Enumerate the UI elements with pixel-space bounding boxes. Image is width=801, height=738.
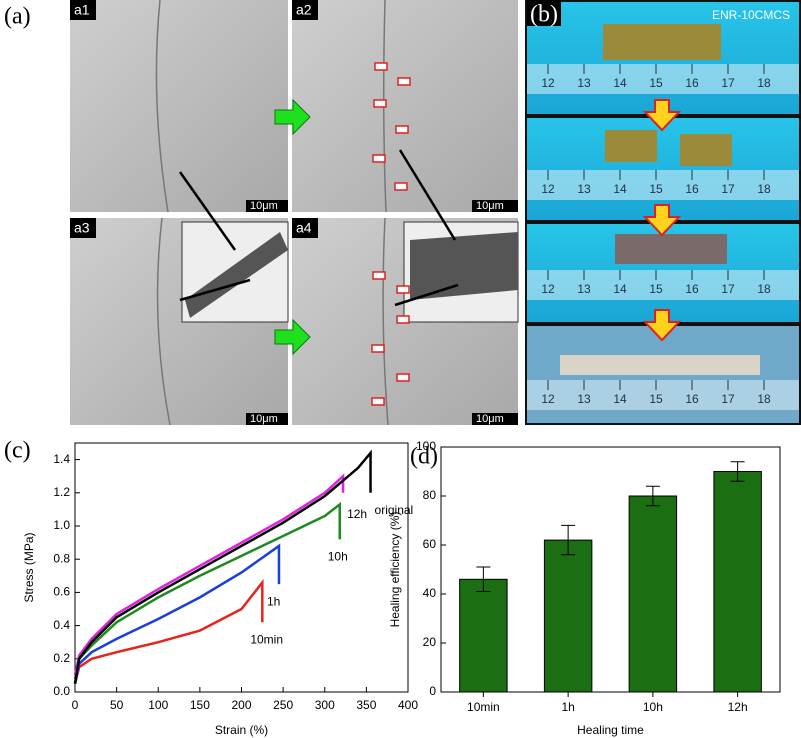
sample (560, 355, 760, 375)
ruler-label: 15 (649, 282, 663, 296)
ruler-label: 15 (649, 182, 663, 196)
inset-sample (410, 232, 518, 300)
ruler-label: 13 (577, 76, 591, 90)
y-axis-title: Stress (MPa) (22, 532, 36, 602)
y-tick-label: 0.6 (53, 585, 70, 599)
ruler-label: 12 (541, 182, 555, 196)
bar (544, 540, 591, 692)
series-label: 10min (250, 632, 283, 646)
scale-bar: 10μm (476, 413, 504, 425)
sample (603, 24, 721, 60)
x-tick-label: 10h (643, 700, 663, 714)
ruler-label: 14 (613, 392, 627, 406)
x-tick-label: 0 (72, 698, 79, 712)
ruler-label: 18 (757, 76, 771, 90)
ruler-label: 15 (649, 392, 663, 406)
x-tick-label: 1h (561, 700, 574, 714)
y-tick-label: 100 (416, 439, 436, 453)
x-axis-title: Strain (%) (215, 723, 268, 737)
x-tick-label: 200 (231, 698, 251, 712)
sub-label: a4 (296, 220, 312, 236)
bar (714, 472, 761, 693)
y-tick-label: 1.4 (53, 452, 70, 466)
ruler-label: 18 (757, 182, 771, 196)
series-label: 1h (267, 594, 280, 608)
ruler-label: 16 (685, 182, 699, 196)
sub-label: a2 (296, 2, 312, 18)
ruler-label: 14 (613, 76, 627, 90)
y-tick-label: 60 (423, 537, 437, 551)
ruler-label: 15 (649, 76, 663, 90)
x-tick-label: 350 (356, 698, 376, 712)
sample (605, 130, 657, 162)
ruler-label: 12 (541, 282, 555, 296)
panel-b: ENR-10CMCS (525, 0, 801, 425)
ruler-label: 17 (721, 282, 735, 296)
x-tick-label: 150 (190, 698, 210, 712)
ruler-label: 18 (757, 392, 771, 406)
y-tick-label: 1.2 (53, 485, 70, 499)
series-label: 12h (347, 507, 367, 521)
series-label: 10h (328, 549, 348, 563)
sub-label: a1 (74, 2, 90, 18)
y-tick-label: 0.8 (53, 551, 70, 565)
x-axis-title: Healing time (577, 723, 644, 737)
x-tick-label: 400 (398, 698, 418, 712)
micrograph (70, 0, 288, 212)
ruler-label: 13 (577, 182, 591, 196)
sample (680, 134, 732, 166)
sub-label: a3 (74, 220, 90, 236)
y-tick-label: 80 (423, 488, 437, 502)
y-tick-label: 0.0 (53, 684, 70, 698)
scale-bar: 10μm (250, 413, 278, 425)
scale-bar: 10μm (476, 200, 504, 212)
series-line (75, 453, 371, 684)
ruler-label: 12 (541, 76, 555, 90)
series-line (75, 582, 262, 683)
plot-frame (75, 443, 408, 692)
bar (629, 496, 676, 692)
figure: a1 a2 a3 a4 10μm 10μm 10μm 10μm ENR-10CM… (0, 0, 801, 738)
x-tick-label: 250 (273, 698, 293, 712)
series-line (75, 476, 343, 675)
ruler-label: 18 (757, 282, 771, 296)
ruler-label: 17 (721, 392, 735, 406)
series-line (75, 546, 279, 684)
sample (615, 234, 727, 264)
ruler-label: 17 (721, 76, 735, 90)
ruler-label: 13 (577, 392, 591, 406)
panel-label: (a) (4, 4, 31, 30)
y-tick-label: 0.2 (53, 651, 70, 665)
x-tick-label: 300 (315, 698, 335, 712)
x-tick-label: 12h (728, 700, 748, 714)
x-tick-label: 10min (467, 700, 500, 714)
x-tick-label: 50 (110, 698, 124, 712)
ruler-label: 16 (685, 392, 699, 406)
ruler-label: 14 (613, 182, 627, 196)
panel-label: (c) (4, 438, 31, 464)
y-tick-label: 1.0 (53, 518, 70, 532)
y-tick-label: 0 (429, 684, 436, 698)
panel-label: (b) (530, 2, 558, 28)
ruler-label: 16 (685, 282, 699, 296)
ruler-label: 12 (541, 392, 555, 406)
x-tick-label: 100 (148, 698, 168, 712)
bar (460, 579, 507, 692)
sample-name: ENR-10CMCS (712, 8, 790, 22)
y-tick-label: 0.4 (53, 618, 70, 632)
y-axis-title: Healing efficiency (%) (388, 512, 402, 628)
ruler-label: 13 (577, 282, 591, 296)
y-tick-label: 20 (423, 635, 437, 649)
y-tick-label: 40 (423, 586, 437, 600)
scale-bar: 10μm (250, 200, 278, 212)
ruler-label: 17 (721, 182, 735, 196)
ruler-label: 14 (613, 282, 627, 296)
panel-a: a1 a2 a3 a4 10μm 10μm 10μm 10μm (70, 0, 518, 425)
micrograph (292, 0, 518, 212)
ruler-label: 16 (685, 76, 699, 90)
